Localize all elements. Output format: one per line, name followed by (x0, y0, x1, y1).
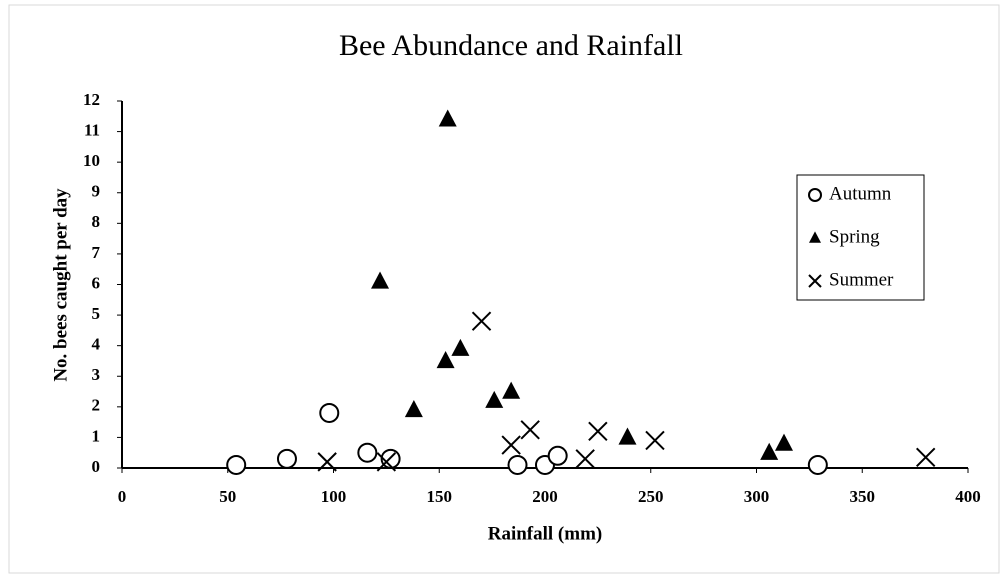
point (774, 433, 793, 451)
point (404, 399, 423, 418)
y-tick-label: 6 (92, 273, 101, 292)
point (575, 449, 595, 469)
x-tick-label: 300 (744, 487, 770, 506)
point (436, 351, 455, 369)
point (618, 427, 637, 445)
point (915, 447, 936, 468)
point (645, 430, 665, 451)
point (451, 338, 470, 356)
legend-marker (808, 188, 822, 202)
y-tick-label: 1 (92, 426, 101, 445)
legend-marker (808, 274, 822, 288)
point (226, 454, 247, 475)
point (485, 390, 504, 408)
chart-title: Bee Abundance and Rainfall (339, 29, 683, 62)
point (807, 454, 828, 475)
point (357, 442, 378, 463)
x-tick-label: 250 (638, 487, 664, 506)
y-tick-label: 9 (92, 182, 101, 201)
point (547, 445, 568, 466)
point (276, 448, 297, 469)
x-tick-label: 150 (427, 487, 453, 506)
point (507, 454, 528, 475)
x-tick-label: 100 (321, 487, 347, 506)
x-axis-label: Rainfall (mm) (488, 523, 603, 544)
y-tick-label: 7 (92, 243, 101, 262)
point (317, 452, 337, 472)
y-tick-label: 4 (92, 335, 101, 354)
legend-label: Autumn (829, 183, 892, 204)
point (471, 311, 492, 331)
y-tick-label: 0 (92, 457, 101, 476)
point (319, 402, 340, 423)
legend-label: Summer (829, 269, 894, 290)
x-tick-label: 200 (532, 487, 558, 506)
y-tick-label: 11 (84, 120, 100, 139)
point (502, 381, 521, 399)
point (501, 435, 521, 455)
y-tick-label: 10 (83, 151, 100, 170)
point (520, 420, 540, 440)
y-tick-label: 2 (92, 396, 101, 415)
x-tick-label: 0 (118, 487, 127, 506)
legend-label: Spring (829, 226, 880, 247)
point (760, 442, 779, 460)
y-tick-label: 8 (92, 212, 101, 231)
legend-marker (809, 231, 821, 243)
x-tick-label: 350 (850, 487, 876, 506)
point (438, 109, 457, 127)
y-axis-label: No. bees caught per day (50, 188, 71, 382)
point (588, 421, 608, 442)
point (371, 271, 390, 289)
y-tick-label: 5 (92, 304, 101, 323)
y-tick-label: 12 (83, 90, 100, 109)
point (376, 452, 397, 472)
x-tick-label: 400 (955, 487, 981, 506)
x-tick-label: 50 (219, 487, 236, 506)
y-tick-label: 3 (92, 365, 101, 384)
